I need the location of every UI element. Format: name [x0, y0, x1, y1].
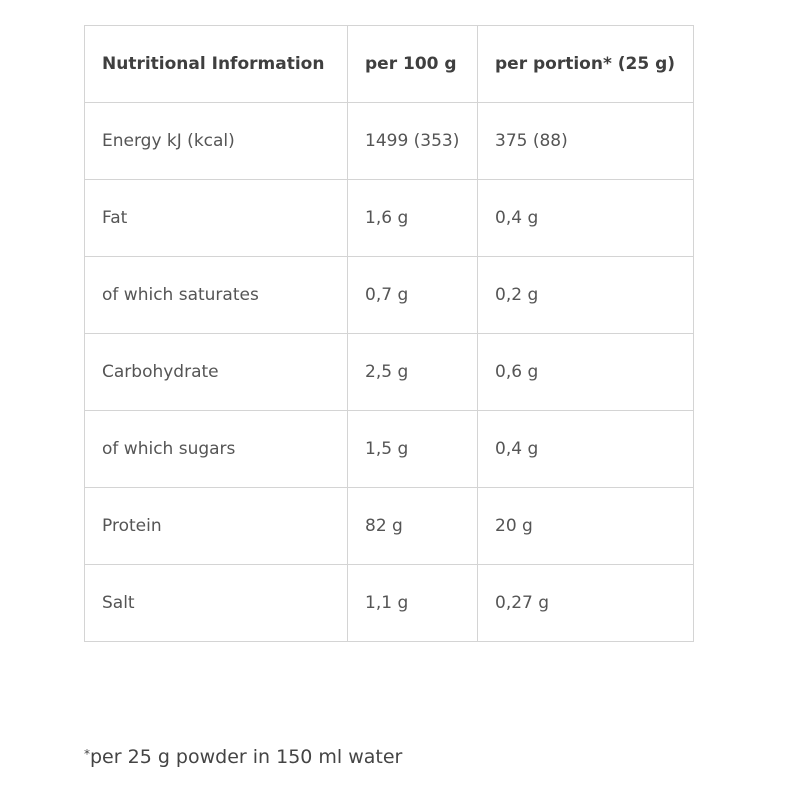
nutrient-label: of which sugars: [84, 410, 348, 488]
value-per-100g: 0,7 g: [347, 256, 478, 334]
value-per-portion: 0,4 g: [477, 179, 694, 257]
header-nutritional-information: Nutritional Information: [84, 25, 348, 103]
nutrition-table: Nutritional Information per 100 g per po…: [84, 25, 694, 642]
nutrient-label: of which saturates: [84, 256, 348, 334]
value-per-100g: 82 g: [347, 487, 478, 565]
nutrient-label: Fat: [84, 179, 348, 257]
footnote: *per 25 g powder in 150 ml water: [84, 746, 402, 768]
table-row-fat: Fat 1,6 g 0,4 g: [84, 179, 694, 257]
table-row-sugars: of which sugars 1,5 g 0,4 g: [84, 410, 694, 488]
value-per-portion: 0,6 g: [477, 333, 694, 411]
table-row-energy: Energy kJ (kcal) 1499 (353) 375 (88): [84, 102, 694, 180]
header-per-portion: per portion* (25 g): [477, 25, 694, 103]
footnote-asterisk: *: [84, 747, 90, 761]
nutrient-label: Protein: [84, 487, 348, 565]
table-row-saturates: of which saturates 0,7 g 0,2 g: [84, 256, 694, 334]
table-row-protein: Protein 82 g 20 g: [84, 487, 694, 565]
footnote-text: per 25 g powder in 150 ml water: [90, 746, 403, 768]
value-per-100g: 1,5 g: [347, 410, 478, 488]
value-per-100g: 1499 (353): [347, 102, 478, 180]
value-per-portion: 0,4 g: [477, 410, 694, 488]
table-row-salt: Salt 1,1 g 0,27 g: [84, 564, 694, 642]
nutrient-label: Salt: [84, 564, 348, 642]
header-per-100g: per 100 g: [347, 25, 478, 103]
nutrient-label: Energy kJ (kcal): [84, 102, 348, 180]
table-header-row: Nutritional Information per 100 g per po…: [84, 25, 694, 103]
value-per-100g: 1,1 g: [347, 564, 478, 642]
value-per-100g: 2,5 g: [347, 333, 478, 411]
value-per-portion: 0,27 g: [477, 564, 694, 642]
value-per-portion: 0,2 g: [477, 256, 694, 334]
value-per-portion: 20 g: [477, 487, 694, 565]
value-per-portion: 375 (88): [477, 102, 694, 180]
value-per-100g: 1,6 g: [347, 179, 478, 257]
nutrient-label: Carbohydrate: [84, 333, 348, 411]
table-row-carbohydrate: Carbohydrate 2,5 g 0,6 g: [84, 333, 694, 411]
